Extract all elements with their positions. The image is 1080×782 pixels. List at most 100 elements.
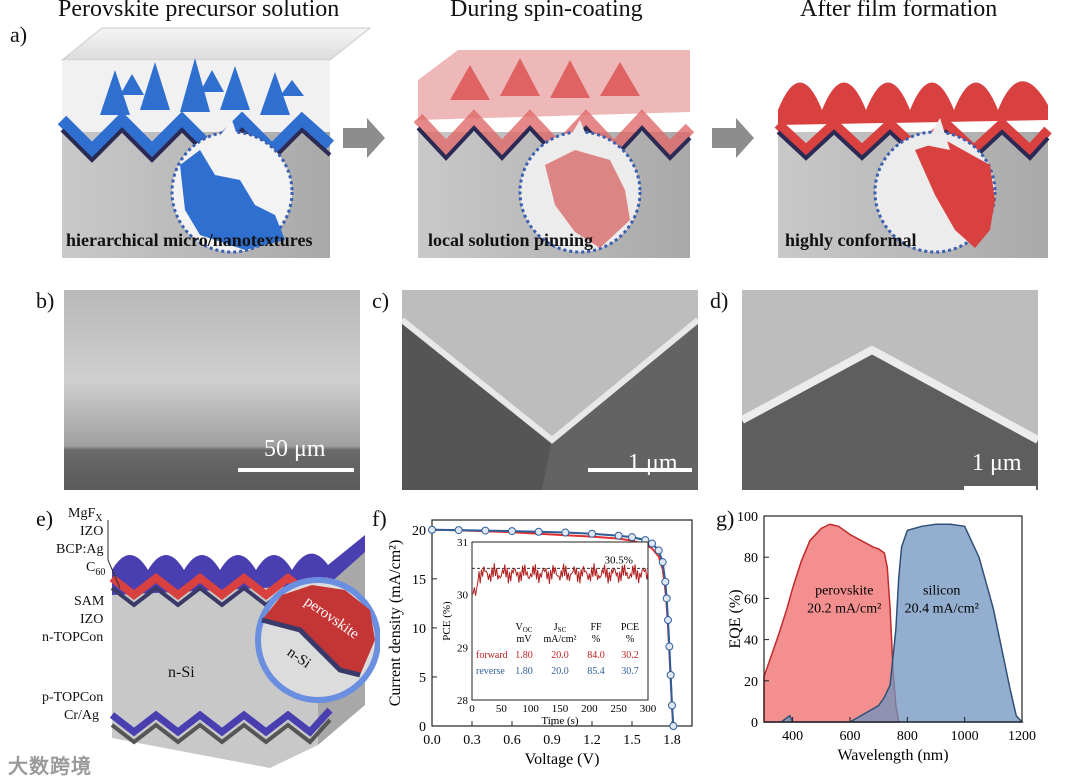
panel-a-schematic bbox=[57, 27, 1052, 258]
layer-label-c60: C60 bbox=[86, 560, 106, 578]
data-point-reverse-5 bbox=[561, 528, 570, 537]
y-tick-label-2: 40 bbox=[744, 634, 758, 649]
panel-label-d: d) bbox=[710, 288, 729, 313]
y-tick-label-0: 0 bbox=[419, 720, 426, 735]
inset-y-label: PCE (%) bbox=[441, 601, 453, 641]
x-tick-label-3: 0.9 bbox=[543, 733, 561, 748]
inset-x-tick-4: 200 bbox=[581, 703, 598, 715]
x-tick-label-2: 800 bbox=[897, 729, 918, 744]
scale-bar-d bbox=[964, 486, 1036, 490]
panel-label-a: a) bbox=[10, 22, 28, 47]
panel-label-g: g) bbox=[716, 506, 735, 531]
x-tick-label-4: 1200 bbox=[1008, 729, 1036, 744]
x-axis-label: Wavelength (nm) bbox=[837, 747, 948, 764]
table-cell-forward-2: 84.0 bbox=[587, 650, 605, 661]
layer-label-mgfx: MgFX bbox=[68, 506, 103, 524]
y-tick-label-0: 0 bbox=[751, 716, 758, 731]
inset-pce-trace bbox=[471, 563, 649, 596]
panel-label-b: b) bbox=[36, 288, 55, 313]
data-point-reverse-0 bbox=[428, 525, 436, 534]
table-row-label-forward: forward bbox=[476, 650, 508, 661]
y-tick-label-1: 5 bbox=[419, 671, 426, 686]
title-spin-coating: During spin-coating bbox=[450, 0, 643, 22]
inset-x-tick-1: 50 bbox=[496, 703, 508, 715]
table-cell-forward-3: 30.2 bbox=[621, 650, 639, 661]
data-point-reverse-17 bbox=[666, 670, 675, 679]
series-value-perovskite: 20.2 mA/cm² bbox=[807, 601, 881, 616]
y-tick-label-3: 15 bbox=[412, 573, 426, 588]
inset-x-label: Time (s) bbox=[541, 715, 579, 727]
x-tick-label-0: 400 bbox=[782, 729, 803, 744]
table-cell-reverse-0: 1.80 bbox=[515, 666, 533, 677]
scale-label-b: 50 μm bbox=[264, 436, 326, 462]
scale-label-d: 1 μm bbox=[972, 450, 1022, 476]
data-point-reverse-11 bbox=[654, 546, 663, 555]
n-si-label: n-Si bbox=[168, 664, 195, 681]
arrow-icon bbox=[343, 118, 385, 158]
scale-label-c: 1 μm bbox=[628, 450, 678, 476]
table-header-2: FF bbox=[590, 622, 602, 633]
scale-bar-c bbox=[588, 468, 692, 472]
caption-micro-nanotextures: hierarchical micro/nanotextures bbox=[66, 230, 313, 250]
inset-x-tick-2: 100 bbox=[522, 703, 539, 715]
y-axis-label: EQE (%) bbox=[727, 589, 744, 648]
inset-x-tick-5: 250 bbox=[610, 703, 627, 715]
block-precursor bbox=[57, 27, 372, 258]
layer-label-n-topcon: n-TOPCon bbox=[42, 630, 104, 645]
block-spin-coating bbox=[413, 50, 695, 258]
panel-label-c: c) bbox=[372, 288, 390, 313]
inset-x-tick-0: 0 bbox=[469, 703, 475, 715]
layer-label-cr-ag: Cr/Ag bbox=[64, 708, 99, 723]
layer-label-izo-top: IZO bbox=[80, 524, 104, 539]
series-name-silicon: silicon bbox=[923, 583, 960, 598]
layer-label-izo-bottom: IZO bbox=[80, 612, 104, 627]
sem-image-b: 50 μm bbox=[64, 290, 360, 490]
layer-label-p-topcon: p-TOPCon bbox=[42, 690, 104, 705]
data-point-reverse-14 bbox=[662, 594, 671, 603]
x-tick-label-1: 0.3 bbox=[463, 733, 481, 748]
table-cell-forward-0: 1.80 bbox=[515, 650, 533, 661]
data-point-reverse-12 bbox=[658, 558, 667, 567]
sem-image-d: 1 μm bbox=[742, 290, 1038, 490]
layer-label-sam: SAM bbox=[74, 594, 105, 609]
inset-y-tick-3: 31 bbox=[457, 537, 468, 549]
inset-annotation: 30.5% bbox=[604, 554, 632, 566]
inset-x-tick-3: 150 bbox=[552, 703, 569, 715]
arrow-icon bbox=[712, 118, 754, 158]
series-name-perovskite: perovskite bbox=[815, 583, 873, 598]
data-point-reverse-16 bbox=[665, 642, 674, 651]
series-value-silicon: 20.4 mA/cm² bbox=[905, 601, 979, 616]
panel-label-e: e) bbox=[36, 506, 54, 531]
data-point-reverse-8 bbox=[628, 533, 636, 542]
panel-label-f: f) bbox=[372, 506, 387, 531]
sem-image-c: 1 μm bbox=[402, 290, 698, 490]
y-tick-label-5: 100 bbox=[737, 510, 758, 525]
eqe-chart: 400 600 800 1000 1200 0 20 40 60 80 100 Wavelength … bbox=[727, 510, 1036, 764]
data-point-reverse-10 bbox=[648, 539, 656, 548]
x-axis-label: Voltage (V) bbox=[525, 751, 600, 768]
table-cell-reverse-3: 30.7 bbox=[621, 666, 639, 677]
x-tick-label-3: 1000 bbox=[951, 729, 979, 744]
data-point-reverse-1 bbox=[454, 526, 463, 535]
x-tick-label-5: 1.5 bbox=[623, 733, 641, 748]
data-point-reverse-4 bbox=[534, 527, 543, 536]
inset-y-tick-2: 30 bbox=[457, 590, 469, 602]
table-cell-forward-1: 20.0 bbox=[551, 650, 569, 661]
table-unit-1: mA/cm² bbox=[544, 634, 577, 645]
data-point-reverse-7 bbox=[614, 531, 623, 540]
plot-frame bbox=[763, 515, 1023, 723]
scale-bar-b bbox=[238, 468, 354, 472]
inset-x-tick-6: 300 bbox=[640, 703, 657, 715]
data-point-reverse-15 bbox=[664, 616, 672, 625]
table-cell-reverse-1: 20.0 bbox=[551, 666, 569, 677]
table-header-3: PCE bbox=[621, 622, 639, 633]
y-tick-label-4: 20 bbox=[412, 524, 426, 539]
table-unit-3: % bbox=[626, 634, 634, 645]
area-perovskite bbox=[763, 523, 900, 723]
x-tick-label-1: 600 bbox=[840, 729, 861, 744]
y-tick-label-1: 20 bbox=[744, 675, 758, 690]
y-axis-label: Current density (mA/cm²) bbox=[387, 540, 404, 707]
block-film-formation bbox=[774, 81, 1052, 258]
